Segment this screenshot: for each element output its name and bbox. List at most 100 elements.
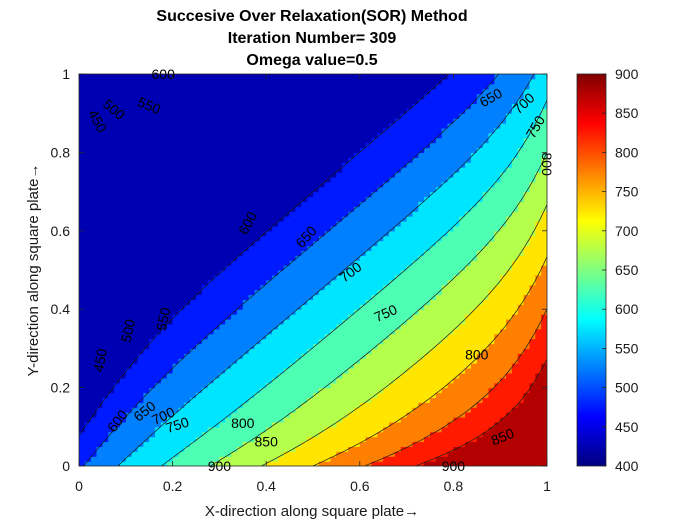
contour-cell [84,142,92,149]
contour-cell [201,461,209,466]
contour-cell [155,147,162,153]
contour-cell [336,78,343,85]
contour-cell [90,113,98,119]
contour-cell [201,279,209,286]
contour-cell [383,279,390,286]
contour-cell [365,152,373,158]
contour-cell [383,377,390,384]
contour-cell [424,353,431,359]
contour-cell [172,93,180,100]
contour-cell [336,421,343,428]
contour-cell [272,118,279,124]
contour-cell [301,127,308,134]
contour-cell [389,186,396,193]
contour-cell [190,83,197,90]
contour-cell [441,412,449,418]
contour-cell [383,157,390,163]
contour-cell [377,348,384,354]
contour-cell [406,93,414,100]
contour-cell [201,319,209,325]
contour-cell [166,412,174,418]
contour-cell [307,216,314,222]
contour-cell [266,456,273,462]
contour-cell [430,333,437,340]
contour-cell [114,372,121,379]
contour-cell [371,157,378,163]
contour-cell [418,284,425,291]
contour-cell [418,265,425,271]
contour-cell [178,338,185,345]
contour-cell [424,78,431,85]
contour-cell [430,397,437,403]
contour-cell [324,103,332,109]
contour-cell [348,358,355,364]
contour-cell [394,103,402,109]
contour-cell [90,397,98,403]
contour-cell [125,127,133,134]
contour-cell [213,74,220,80]
contour-cell [96,441,103,447]
contour-cell [272,363,279,369]
contour-cell [231,323,238,330]
contour-cell [394,289,402,296]
contour-cell [84,167,92,173]
contour-cell [260,284,267,291]
contour-cell [125,88,133,95]
contour-cell [324,304,332,310]
contour-cell [137,417,144,423]
contour-cell [389,343,396,349]
contour-cell [155,157,162,163]
contour-cell [114,431,121,438]
contour-cell [336,412,343,418]
contour-cell [336,162,343,168]
contour-cell [348,216,355,222]
contour-cell [102,176,109,183]
contour-cell [266,211,273,217]
contour-cell [213,255,220,261]
contour-cell [295,431,302,438]
contour-cell [143,441,150,447]
contour-cell [324,382,332,389]
contour-cell [207,172,215,178]
contour-cell [435,201,443,207]
contour-cell [342,83,349,90]
contour-cell [330,118,337,124]
contour-cell [418,417,425,423]
contour-cell [149,284,156,291]
contour-cell [359,127,367,134]
contour-cell [155,319,162,325]
contour-cell [435,392,443,398]
contour-cell [90,98,98,104]
contour-cell [219,245,226,251]
contour-cell [348,279,355,286]
contour-cell [342,348,349,354]
contour-cell [260,83,267,90]
contour-cell [131,147,139,153]
contour-cell [248,127,256,134]
contour-cell [348,113,355,119]
contour-cell [342,176,349,183]
contour-cell [114,348,121,354]
contour-cell [231,353,238,359]
contour-cell [84,382,92,389]
contour-cell [330,108,337,114]
contour-cell [184,284,191,291]
contour-cell [190,421,197,428]
contour-cell [289,78,297,85]
contour-cell [324,333,332,340]
contour-cell [125,431,133,438]
contour-cell [84,431,92,438]
contour-cell [172,132,180,139]
contour-cell [389,127,396,134]
contour-cell [178,402,185,408]
contour-cell [272,250,279,256]
contour-cell [371,78,378,85]
contour-cell [430,98,437,104]
contour-cell [365,78,373,85]
contour-cell [283,216,291,222]
contour-cell [277,201,285,207]
contour-cell [272,270,279,276]
contour-cell [108,142,115,149]
contour-cell [371,196,378,202]
contour-cell [84,196,92,202]
